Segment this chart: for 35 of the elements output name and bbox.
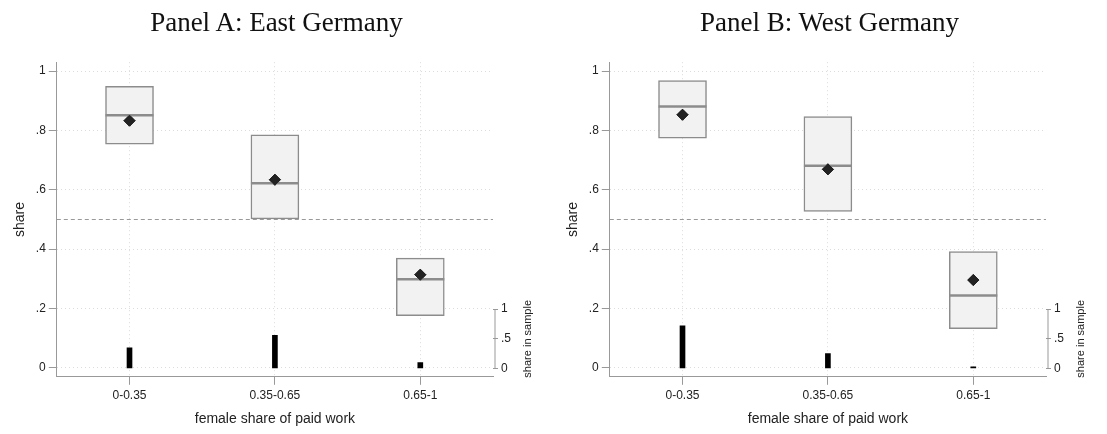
bar <box>825 353 831 369</box>
y-tick-label: .2 <box>35 300 47 315</box>
chart-title: Panel B: West Germany <box>699 6 960 39</box>
y-tick-label: .6 <box>35 182 47 197</box>
y2-tick-label: .5 <box>501 331 512 346</box>
y-tick-label: .4 <box>588 241 600 256</box>
y-tick-label: .8 <box>588 122 600 137</box>
y-tick-label: .6 <box>588 182 600 197</box>
y-tick-label: .8 <box>35 122 47 137</box>
x-tick-label: 0-0.35 <box>112 388 147 403</box>
chart-title: Panel A: East Germany <box>149 6 404 39</box>
y-tick-label: .4 <box>35 241 47 256</box>
y2-axis-title: share in sample <box>521 299 533 378</box>
x-axis-title: female share of paid work <box>194 410 357 427</box>
x-axis-title: female share of paid work <box>747 410 910 427</box>
x-tick-label: 0.65-1 <box>403 388 438 403</box>
y-tick-label: 0 <box>39 360 47 375</box>
y2-tick-label: 1 <box>1054 301 1061 316</box>
x-tick-label: 0.35-0.65 <box>802 388 854 403</box>
y2-tick-label: 0 <box>501 360 508 375</box>
y-tick-label: 1 <box>592 63 600 78</box>
y2-tick-label: 1 <box>501 301 508 316</box>
bar <box>417 362 424 369</box>
y2-tick-label: .5 <box>1054 331 1065 346</box>
y2-axis-title: share in sample <box>1074 299 1086 378</box>
x-tick-label: 0.35-0.65 <box>249 388 301 403</box>
y-tick-label: .2 <box>588 300 600 315</box>
bar <box>272 334 278 369</box>
y-tick-label: 1 <box>39 63 47 78</box>
x-tick-label: 0-0.35 <box>665 388 700 403</box>
y2-tick-label: 0 <box>1054 360 1061 375</box>
y-axis-title: share <box>564 201 581 238</box>
y-tick-label: 0 <box>592 360 600 375</box>
y-axis-title: share <box>11 201 28 238</box>
x-tick-label: 0.65-1 <box>956 388 991 403</box>
